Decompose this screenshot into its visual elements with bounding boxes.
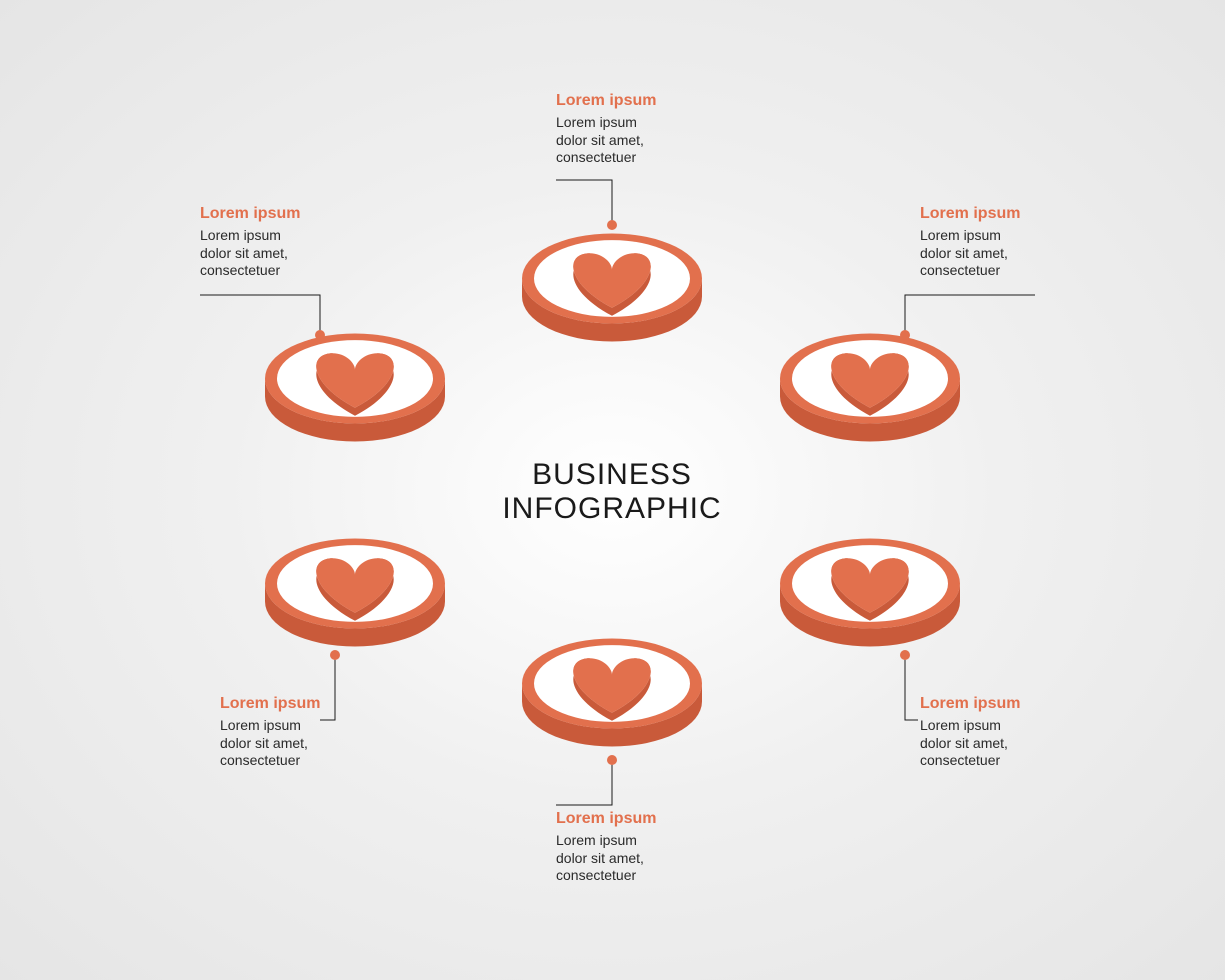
- item-body: Lorem ipsum dolor sit amet, consectetuer: [556, 114, 656, 167]
- connector-dot: [607, 755, 617, 765]
- center-title: BUSINESS INFOGRAPHIC: [502, 458, 721, 526]
- heart-coin-icon: [263, 537, 447, 654]
- center-title-line1: BUSINESS: [502, 458, 721, 492]
- heart-coin-icon: [520, 637, 704, 754]
- connector-line: [905, 655, 918, 720]
- connector-line: [200, 295, 320, 335]
- connector-dot: [607, 220, 617, 230]
- connector-line: [556, 760, 612, 805]
- item-label: Lorem ipsum Lorem ipsum dolor sit amet, c…: [220, 695, 320, 770]
- connector-dot: [330, 650, 340, 660]
- center-title-line2: INFOGRAPHIC: [502, 492, 721, 526]
- item-body: Lorem ipsum dolor sit amet, consectetuer: [200, 227, 300, 280]
- item-title: Lorem ipsum: [920, 695, 1020, 713]
- item-title: Lorem ipsum: [920, 205, 1020, 223]
- item-body: Lorem ipsum dolor sit amet, consectetuer: [920, 717, 1020, 770]
- heart-coin-icon: [263, 332, 447, 449]
- connector-dot: [900, 330, 910, 340]
- item-body: Lorem ipsum dolor sit amet, consectetuer: [220, 717, 320, 770]
- item-body: Lorem ipsum dolor sit amet, consectetuer: [920, 227, 1020, 280]
- item-label: Lorem ipsum Lorem ipsum dolor sit amet, c…: [920, 695, 1020, 770]
- connector-line: [320, 655, 335, 720]
- item-title: Lorem ipsum: [556, 810, 656, 828]
- heart-coin-icon: [778, 537, 962, 654]
- item-title: Lorem ipsum: [220, 695, 320, 713]
- item-title: Lorem ipsum: [556, 92, 656, 110]
- item-label: Lorem ipsum Lorem ipsum dolor sit amet, c…: [556, 92, 656, 167]
- heart-coin-icon: [778, 332, 962, 449]
- connector-line: [556, 180, 612, 225]
- item-label: Lorem ipsum Lorem ipsum dolor sit amet, c…: [200, 205, 300, 280]
- connector-dot: [900, 650, 910, 660]
- connector-line: [905, 295, 1035, 335]
- item-label: Lorem ipsum Lorem ipsum dolor sit amet, c…: [920, 205, 1020, 280]
- connector-dot: [315, 330, 325, 340]
- infographic-stage: BUSINESS INFOGRAPHIC: [0, 0, 1225, 980]
- heart-coin-icon: [520, 232, 704, 349]
- item-label: Lorem ipsum Lorem ipsum dolor sit amet, c…: [556, 810, 656, 885]
- item-title: Lorem ipsum: [200, 205, 300, 223]
- item-body: Lorem ipsum dolor sit amet, consectetuer: [556, 832, 656, 885]
